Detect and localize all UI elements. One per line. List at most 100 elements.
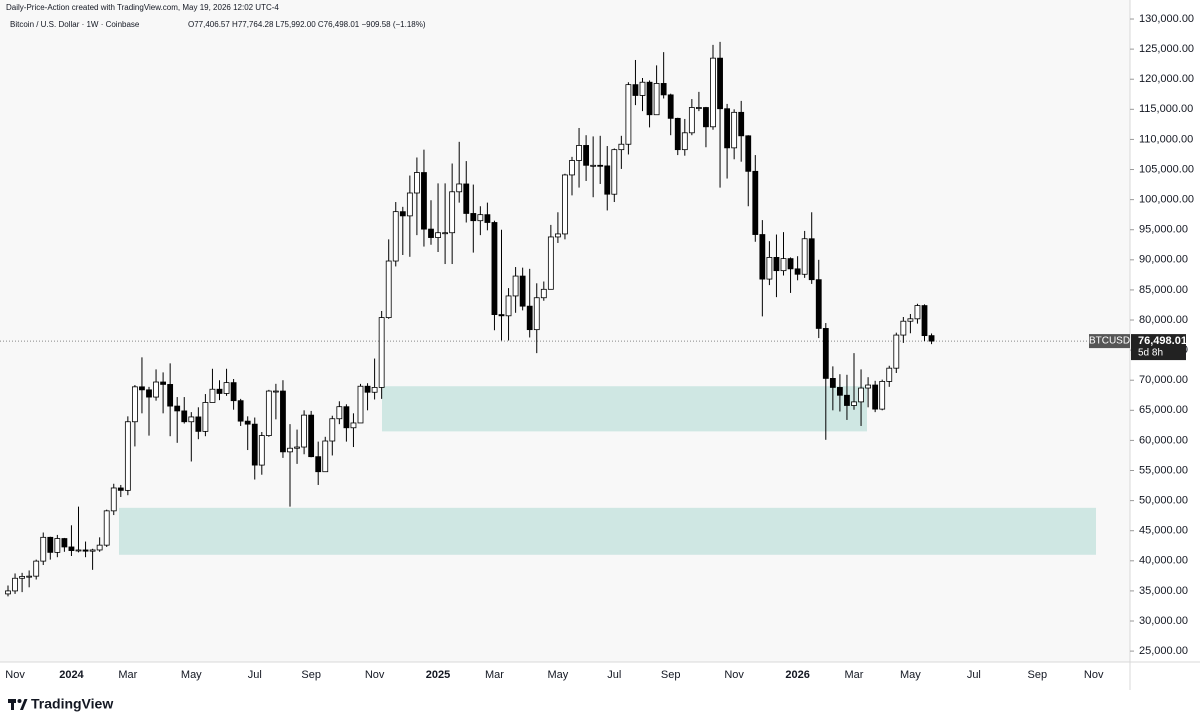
price-label: 76,498.01 <box>1138 335 1187 347</box>
candle-body <box>703 107 709 128</box>
candle-body <box>696 107 702 109</box>
x-tick-label: Jul <box>248 669 262 681</box>
candle-body <box>907 318 914 322</box>
candle-body <box>265 390 272 436</box>
candle-body <box>399 211 406 217</box>
candle-body <box>759 234 766 280</box>
symbol-label-box <box>1089 334 1130 349</box>
candle-body <box>632 84 639 96</box>
y-tick-label: 90,000.00 <box>1139 254 1188 266</box>
candle-body <box>646 81 653 116</box>
y-tick-label: 25,000.00 <box>1139 645 1188 657</box>
candle-body <box>844 394 850 406</box>
plot-background <box>0 0 1130 662</box>
x-tick-label: Jul <box>967 669 981 681</box>
candle-body <box>794 268 801 275</box>
candle-body <box>442 232 449 235</box>
x-tick-label: Mar <box>118 669 137 681</box>
candle-body <box>893 334 900 369</box>
candle-body <box>879 381 886 410</box>
y-tick-label: 65,000.00 <box>1139 404 1188 416</box>
candle-body <box>822 328 829 379</box>
candle-body <box>103 510 110 546</box>
price-zone <box>119 507 1096 555</box>
candle-body <box>921 305 928 337</box>
candle-body <box>280 390 286 453</box>
candle-body <box>160 381 167 385</box>
candle-body <box>237 400 244 422</box>
chart-title: Daily-Price-Action created with TradingV… <box>6 3 279 12</box>
x-tick-label: Nov <box>5 669 25 681</box>
candle-body <box>322 440 329 473</box>
y-tick-label: 55,000.00 <box>1139 464 1188 476</box>
candle-body <box>153 381 159 398</box>
candle-body <box>230 382 237 402</box>
candle-body <box>625 84 632 145</box>
candle-body <box>413 172 420 194</box>
candle-body <box>223 382 230 394</box>
candle-body <box>131 386 138 423</box>
x-tick-label: Mar <box>845 669 864 681</box>
brand: TradingView <box>31 696 113 712</box>
candle-body <box>68 546 75 551</box>
candle-body <box>886 367 893 382</box>
candle-body <box>110 487 117 512</box>
y-tick-label: 105,000.00 <box>1139 163 1194 175</box>
candle-body <box>167 384 174 407</box>
candle-body <box>47 536 54 553</box>
candle-body <box>139 386 145 391</box>
candle-body <box>364 385 371 393</box>
candle-body <box>653 83 660 116</box>
candle-body <box>519 275 526 307</box>
candle-body <box>787 258 794 270</box>
candle-body <box>343 406 350 429</box>
x-tick-label: Sep <box>1028 669 1048 681</box>
candle-body <box>590 164 597 167</box>
candle-body <box>75 549 82 552</box>
x-tick-label: May <box>548 669 569 681</box>
candle-body <box>357 385 364 424</box>
candle-body <box>724 108 730 149</box>
candle-body <box>547 236 554 290</box>
y-tick-label: 130,000.00 <box>1139 13 1194 25</box>
candle-body <box>421 172 427 230</box>
candle-body <box>745 135 752 172</box>
candle-body <box>858 387 864 403</box>
candle-body <box>12 577 18 592</box>
y-tick-label: 30,000.00 <box>1139 615 1188 627</box>
candle-body <box>780 258 787 272</box>
candle-body <box>428 228 434 238</box>
candle-body <box>89 549 96 552</box>
candle-body <box>456 183 463 193</box>
symbol-title: Bitcoin / U.S. Dollar · 1W · Coinbase <box>10 20 140 29</box>
candle-body <box>801 238 808 275</box>
x-tick-label: 2025 <box>426 669 450 681</box>
candle-body <box>251 423 258 466</box>
candle-body <box>829 378 836 388</box>
candle-body <box>681 132 688 151</box>
candle-body <box>815 279 822 329</box>
x-tick-label: 2024 <box>59 669 84 681</box>
candle-body <box>808 238 815 281</box>
candle-body <box>477 214 484 222</box>
candle-body <box>26 575 33 578</box>
candle-body <box>526 305 533 331</box>
candle-body <box>392 211 399 262</box>
x-tick-label: Mar <box>485 669 504 681</box>
candle-body <box>688 107 695 134</box>
ohlc-text: O77,406.57 H77,764.28 L75,992.00 C76,498… <box>188 20 426 29</box>
y-tick-label: 50,000.00 <box>1139 495 1188 507</box>
y-tick-label: 80,000.00 <box>1139 314 1188 326</box>
candle-body <box>667 94 674 119</box>
candle-body <box>533 297 540 331</box>
candle-body <box>294 446 300 449</box>
y-tick-label: 40,000.00 <box>1139 555 1188 567</box>
y-tick-label: 125,000.00 <box>1139 43 1194 55</box>
candle-body <box>837 387 843 396</box>
price-label-box <box>1131 334 1186 361</box>
candle-body <box>406 192 413 217</box>
candle-body <box>562 174 568 235</box>
candle-body <box>435 232 441 238</box>
